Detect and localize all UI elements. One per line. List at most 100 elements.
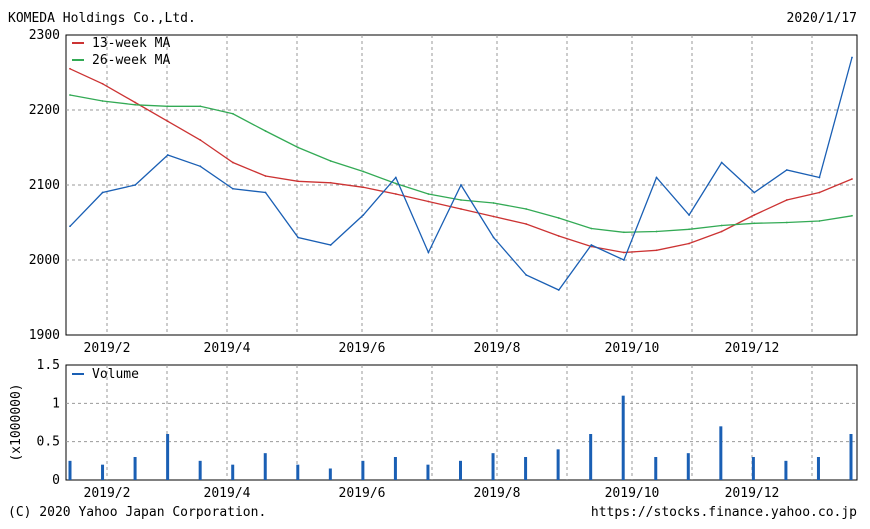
ma26-line-point: [818, 220, 821, 222]
price-x-tick-label: 2019/2: [84, 341, 131, 356]
ma13-line-point: [818, 191, 821, 194]
volume-bar: [459, 460, 462, 480]
volume-x-tick-label: 2019/6: [339, 486, 386, 501]
ma13-line-point: [688, 242, 690, 245]
ma26-line-point: [101, 100, 104, 102]
ma13-line-point: [199, 139, 202, 141]
price-line-point: [69, 225, 71, 228]
volume-bar: [589, 434, 593, 480]
volume-bar: [524, 457, 528, 480]
ma13-line-point: [134, 101, 137, 104]
ma13-line-point: [362, 186, 365, 189]
ma13-line-point: [264, 175, 267, 177]
legend-label: 13-week MA: [92, 36, 170, 51]
ma26-line-point: [166, 105, 169, 108]
volume-x-tick-label: 2019/8: [474, 486, 521, 501]
ma13-line-point: [101, 82, 104, 85]
price-line-point: [394, 176, 397, 179]
price-x-tick-label: 2019/12: [725, 341, 780, 356]
ma26-line-point: [362, 170, 365, 173]
ma26-line-point: [329, 160, 332, 162]
volume-bar: [621, 395, 625, 480]
ma13-line-point: [329, 181, 332, 184]
ma26-line-point: [525, 208, 528, 210]
ma13-line-point: [166, 120, 169, 123]
volume-bar: [491, 453, 495, 480]
price-panel: 2300 2200 2100 2000 1900 2019/2 2019/4 2019/6 20…: [29, 28, 858, 356]
legend-label: 26-week MA: [92, 53, 170, 68]
ma13-line-point: [753, 214, 756, 216]
ma26-line-point: [492, 202, 495, 204]
price-line-point: [785, 169, 788, 171]
volume-bar: [166, 434, 170, 480]
volume-bar: [231, 464, 235, 480]
price-y-tick-label: 2200: [29, 103, 60, 118]
price-line-point: [232, 187, 234, 190]
ma13-line-point: [460, 208, 462, 210]
volume-panel: 1.5 1 0.5 0 2019/2 2019/4 2019/6 2019/8 2019/10 2…: [9, 358, 858, 501]
volume-bar: [686, 453, 690, 480]
volume-legend-label: Volume: [92, 367, 139, 382]
ma13-line-point: [557, 235, 560, 237]
ma26-line-point: [199, 105, 202, 108]
ma13-line-point: [655, 249, 658, 252]
volume-bar: [426, 464, 430, 480]
ma26-line-point: [557, 217, 560, 219]
ma13-line-point: [69, 67, 71, 70]
price-line-point: [688, 214, 690, 216]
chart-date: 2020/1/17: [787, 11, 857, 26]
price-x-tick-label: 2019/6: [339, 341, 386, 356]
price-x-tick-label: 2019/4: [204, 341, 251, 356]
volume-bar: [784, 460, 788, 480]
copyright-text: (C) 2020 Yahoo Japan Corporation.: [8, 505, 266, 520]
price-y-tick-label: 2000: [29, 253, 60, 268]
ma13-line-point: [851, 178, 853, 180]
volume-bar: [361, 460, 365, 480]
volume-bar: [556, 449, 560, 480]
volume-bar: [328, 468, 332, 480]
price-y-tick-label: 2300: [29, 28, 60, 43]
price-line-point: [851, 56, 853, 59]
price-x-tick-label: 2019/10: [605, 341, 660, 356]
price-line-point: [297, 236, 299, 239]
source-url[interactable]: https://stocks.finance.yahoo.co.jp: [591, 505, 857, 520]
ma26-line-point: [688, 228, 690, 231]
ma26-line-point: [134, 103, 137, 106]
price-x-tick-label: 2019/8: [474, 341, 521, 356]
volume-y-tick-label: 0.5: [37, 435, 60, 450]
ma13-line-point: [623, 251, 625, 254]
ma13-line-point: [427, 200, 430, 203]
price-line-point: [590, 244, 593, 246]
ma26-line-point: [785, 221, 788, 224]
volume-bar: [849, 434, 853, 480]
ma26-line-point: [753, 222, 756, 225]
ma13-line-point: [525, 223, 528, 225]
ma26-line-point: [655, 230, 658, 233]
price-line-point: [655, 176, 658, 179]
price-line-point: [329, 244, 332, 246]
ma13-line-point: [394, 193, 397, 195]
ma26-line-point: [69, 94, 71, 96]
volume-bar: [816, 457, 820, 480]
volume-bar: [198, 460, 202, 480]
ma26-line-point: [720, 224, 723, 227]
ma13-line-point: [297, 180, 299, 183]
price-line-point: [427, 251, 430, 254]
price-line-point: [557, 289, 560, 291]
volume-bar: [393, 457, 397, 480]
volume-bar: [654, 457, 658, 480]
price-line-point: [525, 274, 528, 276]
ma26-line-point: [394, 182, 397, 185]
ma26-line-point: [590, 227, 593, 230]
volume-bar: [719, 426, 723, 480]
volume-bar: [751, 457, 755, 480]
ma13-line-point: [492, 215, 495, 218]
volume-bar: [101, 464, 105, 480]
volume-bar: [133, 457, 137, 480]
price-line-point: [492, 236, 495, 239]
ma26-line-point: [623, 231, 625, 234]
volume-x-tick-label: 2019/4: [204, 486, 251, 501]
price-line-point: [753, 191, 756, 194]
price-line-point: [134, 184, 137, 186]
price-line-point: [199, 165, 202, 168]
